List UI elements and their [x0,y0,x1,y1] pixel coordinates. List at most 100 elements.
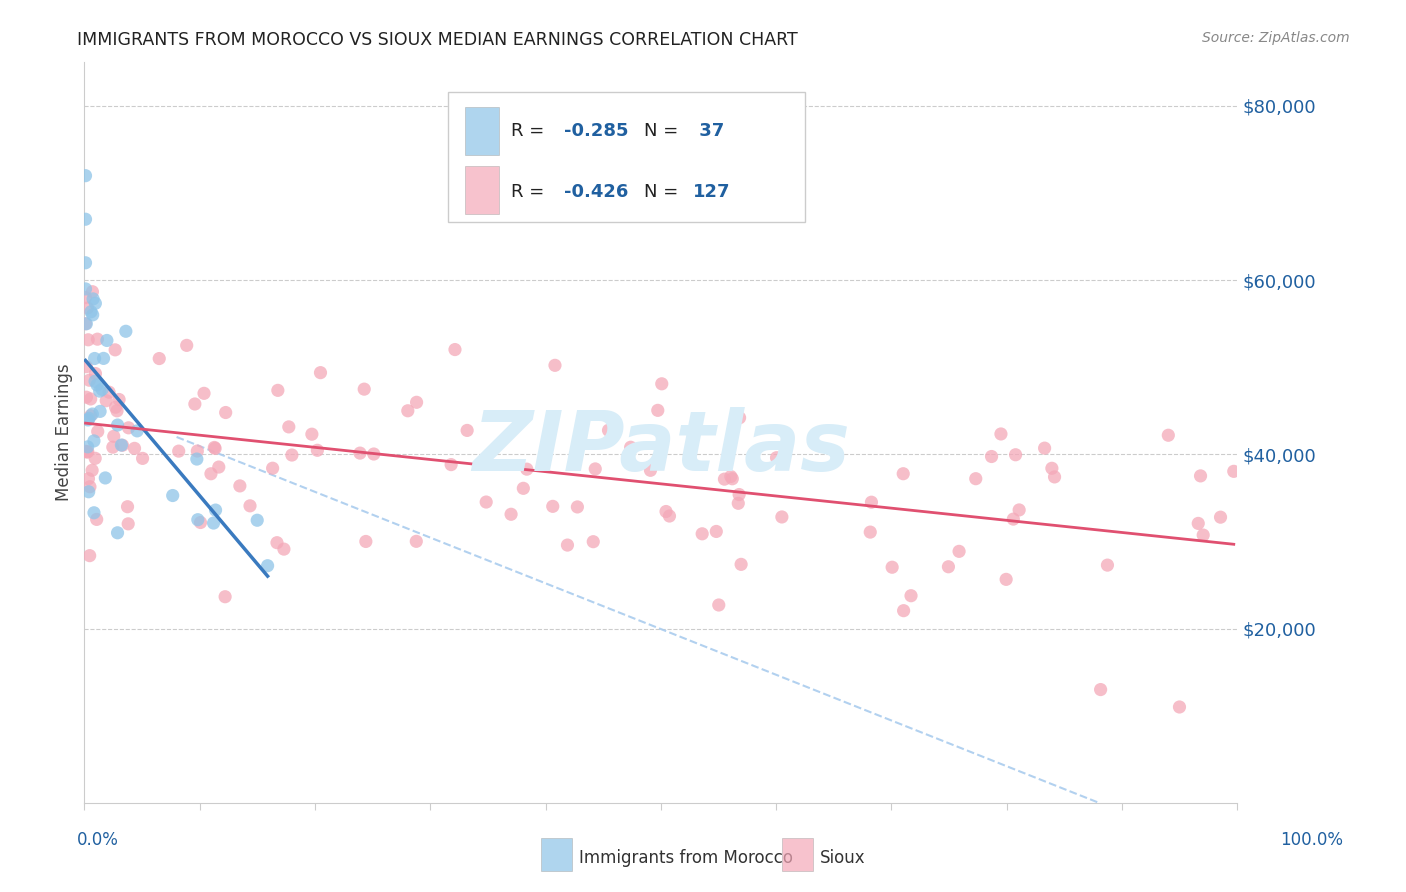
Point [117,516,139,531]
Point [77,484,100,499]
Point [75,359,97,374]
Point [499,508,522,522]
Point [107,418,129,433]
Point [82,285,104,299]
Point [148,351,170,366]
Point [86,377,108,392]
Point [93,351,115,366]
Text: -0.426: -0.426 [564,183,628,201]
Point [405,395,427,409]
Point [87,425,110,439]
Point [75,390,97,404]
Point [117,421,139,435]
Point [363,447,385,461]
Point [77,413,100,427]
Text: 100.0%: 100.0% [1279,831,1343,849]
Point [893,604,915,618]
Point [75,256,97,270]
Point [948,544,970,558]
Point [1097,558,1119,573]
Point [101,440,124,454]
Point [690,526,713,541]
Point [83,506,105,520]
Point [83,351,105,366]
Point [995,573,1018,587]
Point [104,343,127,357]
Point [84,451,107,466]
Point [860,495,883,509]
Point [83,434,105,448]
Point [598,423,620,437]
Point [1192,528,1215,542]
Point [82,463,104,477]
Point [80,305,103,319]
Point [89,384,111,398]
Point [405,534,427,549]
Point [187,513,209,527]
Point [96,334,118,348]
Point [77,333,100,347]
Point [76,445,98,459]
Point [202,516,225,530]
Point [720,469,742,483]
Point [167,444,190,458]
Point [1040,461,1063,475]
Point [176,338,198,352]
Point [658,509,681,524]
Text: N =: N = [644,121,683,139]
Point [75,317,97,331]
Point [215,405,238,419]
Point [124,442,146,456]
Point [1090,682,1112,697]
Point [107,525,129,540]
Point [990,427,1012,442]
Point [349,446,371,460]
Point [262,461,284,475]
Point [647,403,669,417]
Point [162,489,184,503]
Point [76,440,98,454]
Point [256,558,278,573]
Point [301,427,323,442]
Point [273,542,295,557]
Point [980,450,1002,464]
Point [765,450,787,465]
Point [1008,503,1031,517]
Text: R =: R = [510,183,550,201]
Point [583,462,606,476]
Point [98,385,121,400]
Point [1223,464,1246,478]
Point [567,500,589,514]
Text: Source: ZipAtlas.com: Source: ZipAtlas.com [1202,31,1350,45]
Text: R =: R = [510,121,550,139]
Text: 127: 127 [693,183,731,201]
Point [75,444,97,458]
Point [76,444,98,458]
Point [475,495,498,509]
Point [77,411,100,425]
Point [86,512,108,526]
Point [655,504,678,518]
Point [202,441,225,455]
Point [82,292,104,306]
Point [84,367,107,381]
Point [111,438,134,452]
Point [104,401,127,415]
Point [277,420,299,434]
Point [84,296,107,310]
Point [1002,512,1025,526]
Point [184,397,207,411]
Point [721,472,744,486]
Point [190,516,212,530]
Point [267,384,290,398]
Point [727,496,749,510]
Point [117,500,139,514]
Text: Sioux: Sioux [820,849,865,867]
Point [76,301,98,315]
Point [200,467,222,481]
Point [444,343,467,357]
Point [557,538,579,552]
Point [79,392,101,406]
Point [770,510,793,524]
Point [204,503,226,517]
